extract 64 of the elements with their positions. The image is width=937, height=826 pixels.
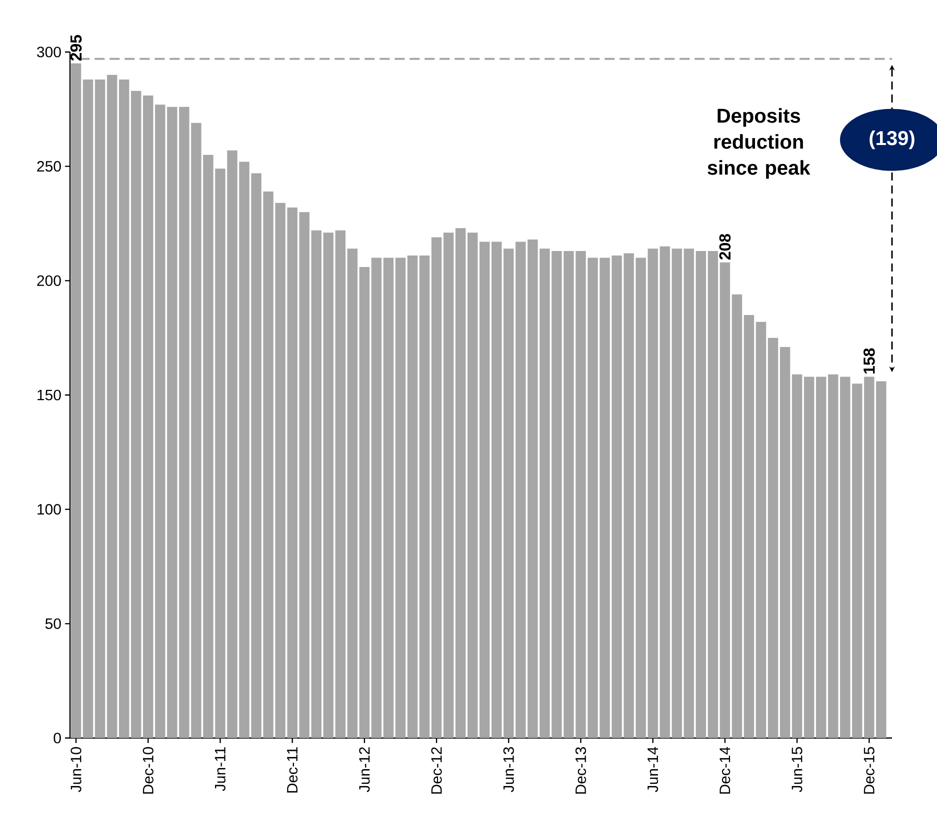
bar (443, 232, 454, 738)
bar (816, 376, 826, 738)
y-tick-label: 100 (38, 504, 61, 515)
bar (431, 237, 442, 738)
data-label: 208 (719, 234, 731, 260)
x-tick-label: Jun-14 (648, 746, 658, 792)
bar (708, 250, 718, 738)
annotation: Deposits reduction since peak (708, 108, 810, 179)
x-tick-label: Jun-10 (70, 747, 82, 792)
x-tick-label: Jun-12 (359, 747, 370, 792)
bar (467, 232, 478, 738)
bar (311, 230, 322, 738)
bar (383, 258, 394, 738)
bar (94, 79, 106, 738)
bar (419, 256, 430, 738)
x-tick-label: Jun-13 (503, 747, 514, 792)
bar (780, 346, 790, 738)
bar (756, 322, 766, 738)
x-tick-label: Dec-10 (142, 747, 154, 794)
bar (660, 246, 670, 738)
bar (720, 262, 730, 738)
bar (395, 258, 406, 738)
bar (335, 230, 346, 738)
bar (155, 104, 166, 738)
data-label: 295 (70, 34, 82, 61)
y-tick-label: 0 (54, 732, 61, 744)
y-tick-label: 200 (37, 275, 61, 286)
bar (407, 256, 418, 738)
bar (455, 228, 466, 738)
bar (828, 374, 838, 738)
bar (792, 374, 802, 738)
bar (82, 79, 94, 738)
bar (768, 338, 778, 738)
bar (106, 74, 118, 738)
x-tick-label: Dec-13 (575, 747, 586, 794)
bar (143, 95, 154, 738)
x-tick-label: Dec-11 (287, 747, 298, 793)
bar (732, 294, 742, 738)
y-tick-label: 150 (38, 390, 61, 400)
bar (323, 232, 334, 738)
x-tick-label: Dec-15 (864, 747, 874, 794)
bar (804, 376, 814, 738)
x-tick-label: Dec-12 (431, 747, 442, 794)
bar (130, 90, 142, 738)
y-tick-label: 50 (45, 618, 61, 629)
bar (118, 79, 130, 738)
bar (672, 248, 682, 738)
annotation: (139) (870, 130, 914, 150)
bar (744, 314, 754, 738)
x-tick-label: Jun-15 (792, 747, 802, 792)
y-tick-label: 250 (37, 161, 61, 172)
y-tick-label: 300 (37, 46, 61, 58)
bar (696, 250, 706, 738)
bar (359, 266, 370, 738)
bar (70, 63, 82, 738)
bar (492, 242, 502, 738)
x-tick-label: Jun-11 (214, 747, 226, 792)
bar (840, 376, 850, 738)
x-tick-label: Dec-14 (720, 746, 730, 794)
bar (371, 258, 382, 738)
bar (480, 242, 490, 738)
data-label: 158 (864, 348, 875, 374)
bar (684, 248, 694, 738)
bar (347, 248, 358, 738)
